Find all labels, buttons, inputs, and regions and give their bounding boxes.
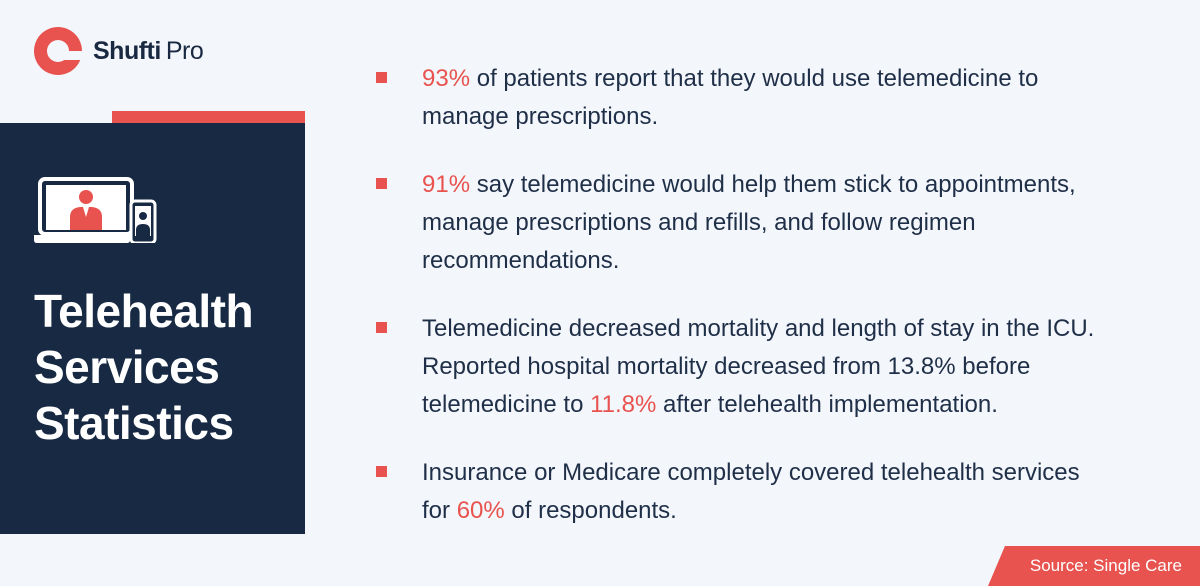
source-label: Source: Single Care [988, 546, 1200, 586]
panel-title-line: Statistics [34, 397, 234, 450]
panel-title-line: Services [34, 341, 220, 394]
doctor-laptop-phone-icon [34, 177, 157, 243]
stat-highlight: 93% [422, 65, 471, 92]
stat-line: Telemedicine decreased mortality and len… [422, 310, 1166, 348]
stat-line: manage prescriptions. [422, 98, 1166, 136]
stats-list: 93% of patients report that they would u… [376, 60, 1166, 530]
stat-line: recommendations. [422, 242, 1166, 280]
stat-line: for 60% of respondents. [422, 492, 1166, 530]
stat-text: Telemedicine decreased mortality and len… [422, 315, 1095, 342]
brand-name-light: Pro [165, 36, 204, 65]
stat-text: say telemedicine would help them stick t… [470, 171, 1076, 198]
stat-text: recommendations. [422, 247, 620, 274]
stat-item: Telemedicine decreased mortality and len… [376, 310, 1166, 424]
stat-text: for [422, 497, 457, 524]
stat-text: after telehealth implementation. [656, 391, 998, 418]
accent-bar [112, 111, 305, 123]
stat-item: Insurance or Medicare completely covered… [376, 454, 1166, 530]
stat-line: telemedicine to 11.8% after telehealth i… [422, 386, 1166, 424]
stat-item: 91% say telemedicine would help them sti… [376, 166, 1166, 280]
stat-text: of patients report that they would use t… [470, 65, 1039, 92]
title-panel: Telehealth Services Statistics [0, 123, 305, 534]
stat-item: 93% of patients report that they would u… [376, 60, 1166, 136]
stat-highlight: 91% [422, 171, 471, 198]
shufti-pro-logo-icon [34, 27, 82, 75]
stat-highlight: 11.8% [590, 391, 657, 418]
stat-line: Reported hospital mortality decreased fr… [422, 348, 1166, 386]
stat-line: manage prescriptions and refills, and fo… [422, 204, 1166, 242]
stat-text: Reported hospital mortality decreased fr… [422, 353, 1031, 380]
stat-text: manage prescriptions and refills, and fo… [422, 209, 976, 236]
square-bullet-icon [376, 466, 387, 477]
stat-line: 91% say telemedicine would help them sti… [422, 166, 1166, 204]
stat-line: Insurance or Medicare completely covered… [422, 454, 1166, 492]
panel-title-line: Telehealth [34, 285, 254, 337]
stat-text: of respondents. [504, 497, 677, 524]
brand-name: Shufti Pro [93, 36, 204, 66]
square-bullet-icon [376, 322, 387, 333]
stat-line: 93% of patients report that they would u… [422, 60, 1166, 98]
square-bullet-icon [376, 72, 387, 83]
stat-text: Insurance or Medicare completely covered… [422, 459, 1080, 486]
square-bullet-icon [376, 178, 387, 189]
brand-logo: Shufti Pro [33, 26, 204, 76]
panel-title: Telehealth Services Statistics [34, 283, 254, 451]
brand-name-bold: Shufti [93, 36, 161, 65]
stat-text: manage prescriptions. [422, 103, 659, 130]
stat-text: telemedicine to [422, 391, 591, 418]
stat-highlight: 60% [456, 497, 505, 524]
